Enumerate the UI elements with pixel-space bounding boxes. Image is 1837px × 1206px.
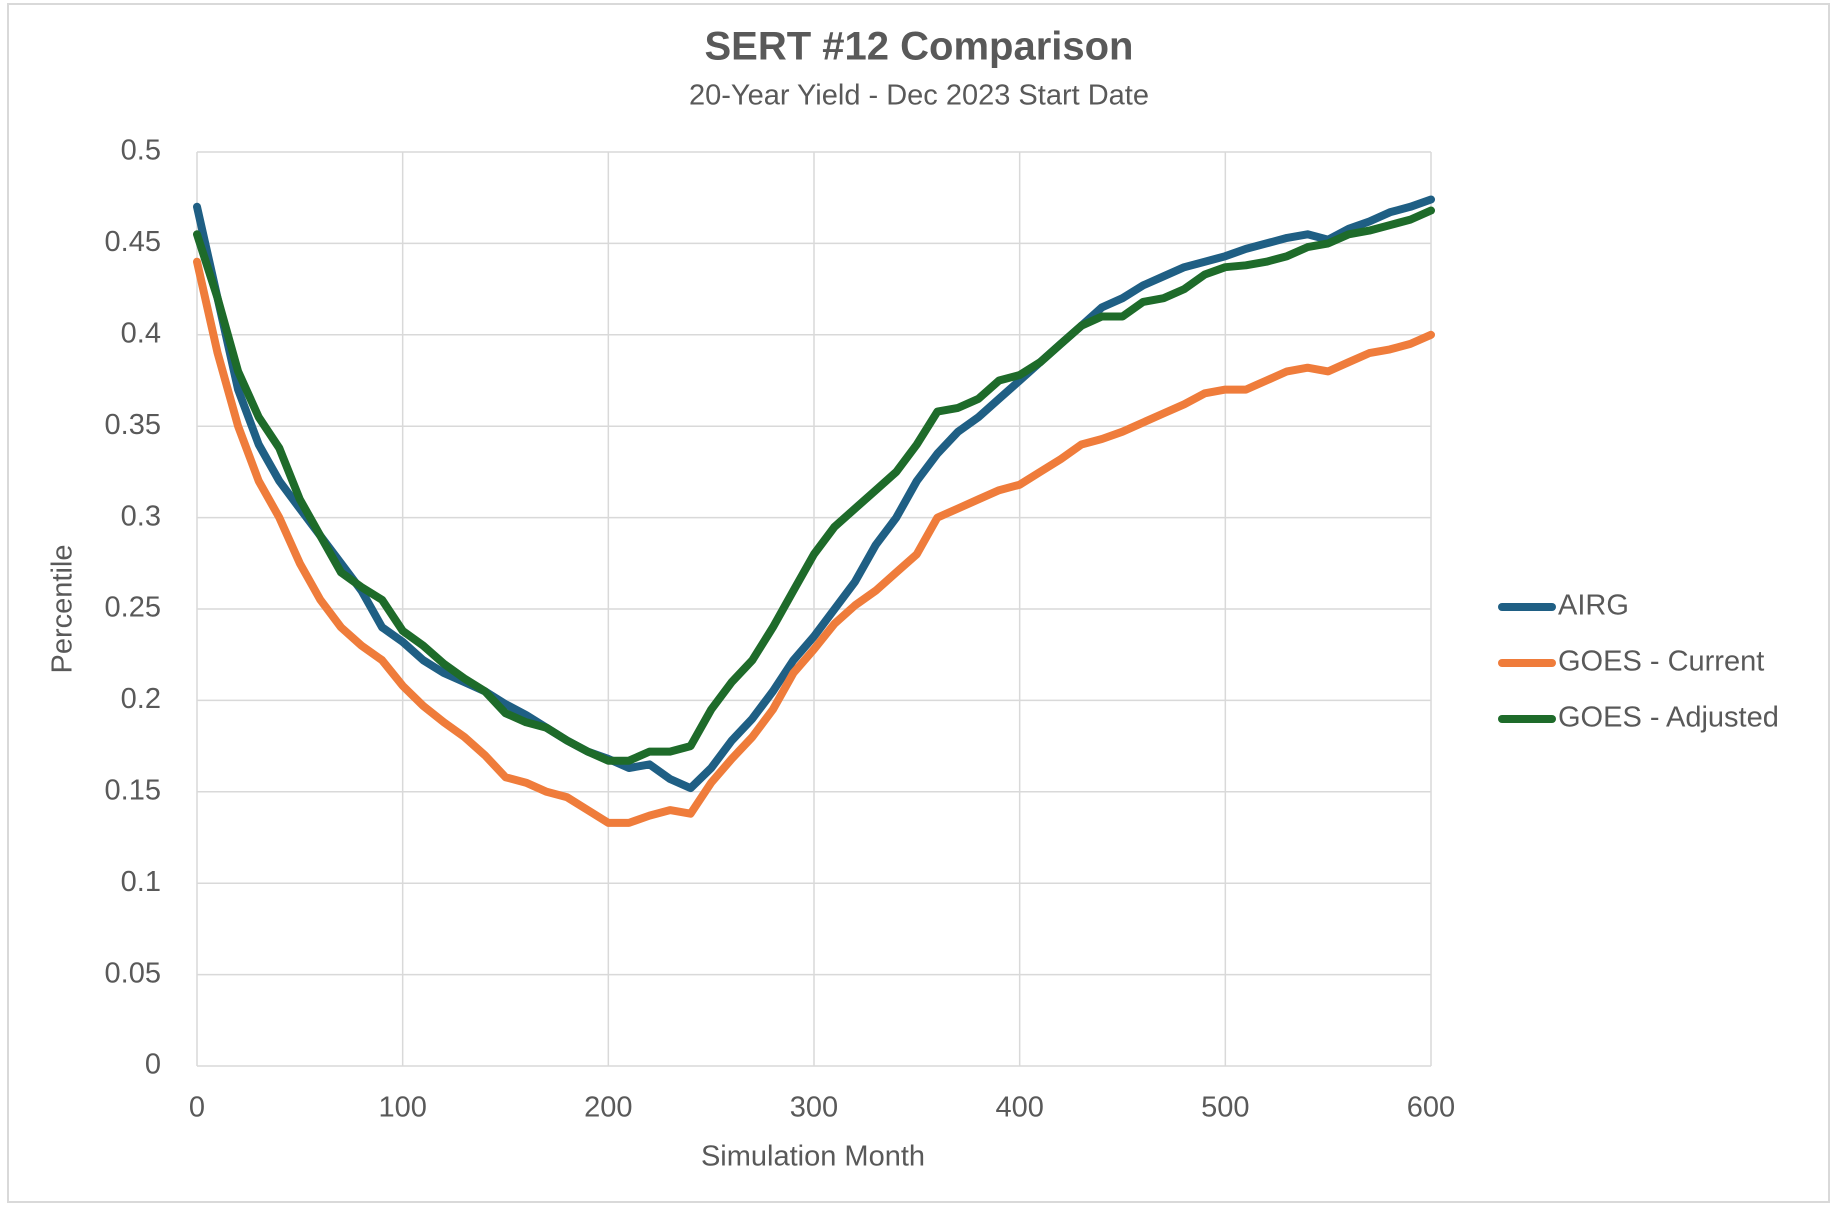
y-tick-label: 0.05 bbox=[105, 957, 161, 989]
series-line bbox=[193, 206, 1435, 765]
series-line bbox=[193, 257, 1435, 827]
y-tick-label: 0.25 bbox=[105, 592, 161, 624]
x-tick-label: 600 bbox=[1407, 1092, 1455, 1124]
chart-border bbox=[7, 3, 1830, 1203]
x-axis-label: Simulation Month bbox=[701, 1141, 925, 1173]
y-tick-label: 0.5 bbox=[121, 135, 161, 167]
chart-title: SERT #12 Comparison bbox=[704, 25, 1133, 69]
y-tick-label: 0.3 bbox=[121, 500, 161, 532]
y-axis-label: Percentile bbox=[47, 545, 79, 674]
x-tick-label: 500 bbox=[1201, 1092, 1249, 1124]
y-tick-label: 0.1 bbox=[121, 866, 161, 898]
y-tick-label: 0.35 bbox=[105, 409, 161, 441]
legend-label: GOES - Adjusted bbox=[1558, 702, 1779, 734]
x-tick-label: 400 bbox=[995, 1092, 1043, 1124]
y-tick-label: 0 bbox=[145, 1049, 161, 1081]
y-tick-label: 0.45 bbox=[105, 226, 161, 258]
series-line bbox=[193, 195, 1435, 793]
legend-label: GOES - Current bbox=[1558, 646, 1764, 678]
y-tick-label: 0.2 bbox=[121, 683, 161, 715]
x-tick-label: 100 bbox=[378, 1092, 426, 1124]
x-tick-label: 300 bbox=[790, 1092, 838, 1124]
y-tick-label: 0.4 bbox=[121, 317, 161, 349]
legend-label: AIRG bbox=[1558, 590, 1629, 622]
y-tick-label: 0.15 bbox=[105, 774, 161, 806]
chart-subtitle: 20-Year Yield - Dec 2023 Start Date bbox=[689, 80, 1149, 112]
x-tick-label: 200 bbox=[584, 1092, 632, 1124]
x-tick-label: 0 bbox=[189, 1092, 205, 1124]
